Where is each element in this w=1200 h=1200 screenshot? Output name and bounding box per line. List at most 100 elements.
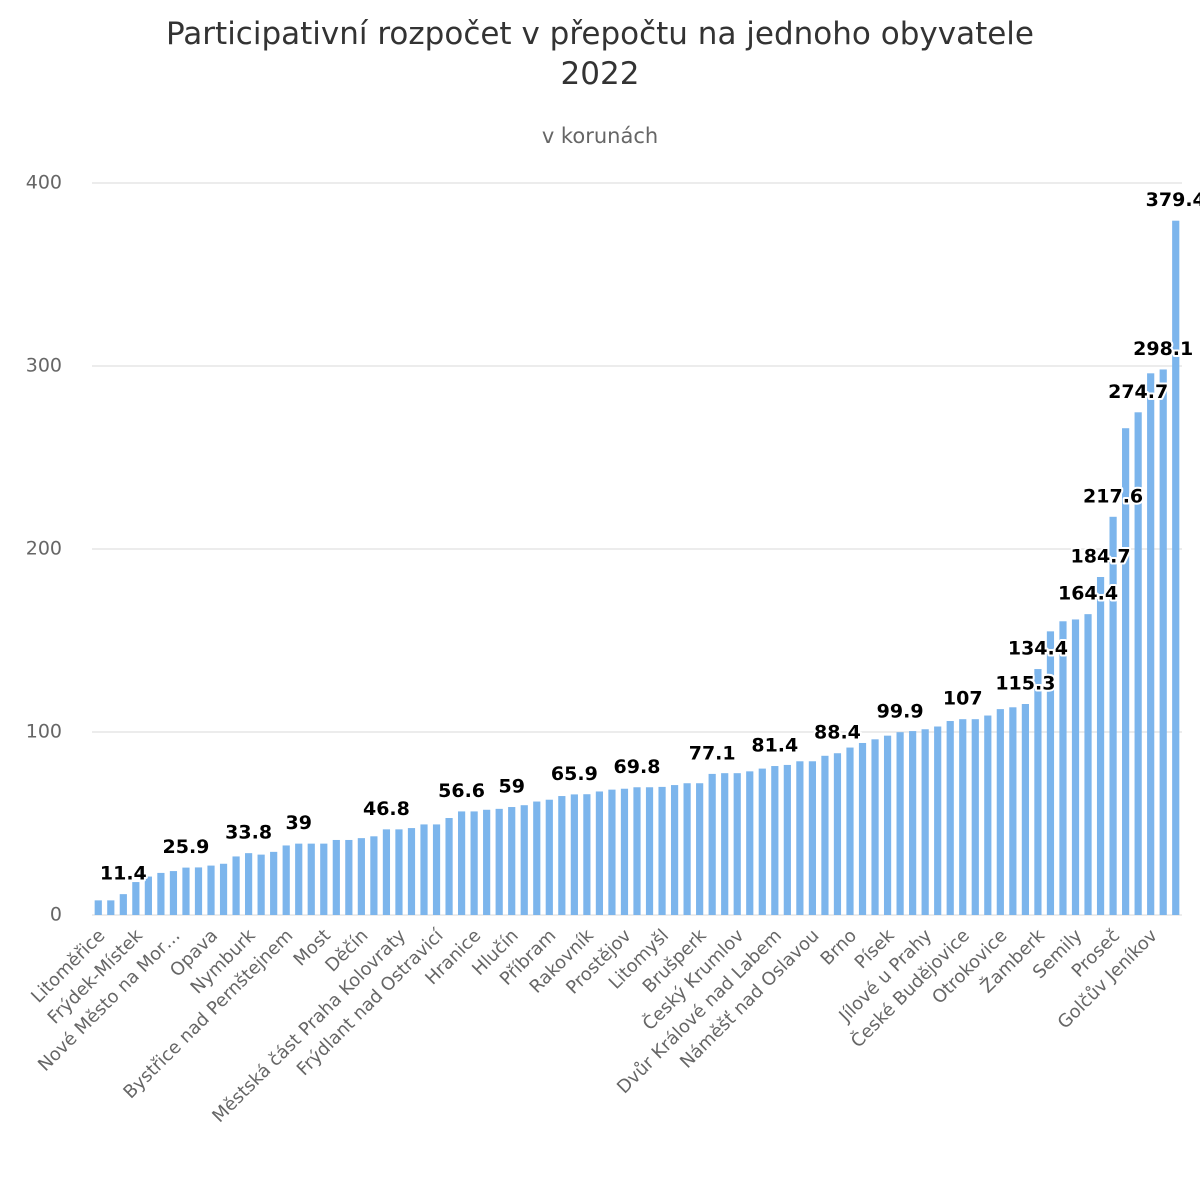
bar [508, 807, 516, 915]
bar [495, 808, 503, 915]
bar [169, 871, 178, 915]
bar [520, 805, 528, 915]
data-label: 134.4 [1008, 638, 1068, 660]
bar [633, 787, 641, 915]
bar [545, 799, 553, 915]
data-label: 99.9 [877, 701, 924, 723]
data-label: 298.1 [1133, 338, 1193, 360]
chart-subtitle: v korunách [541, 124, 659, 148]
bar [119, 894, 127, 915]
bar [670, 785, 679, 915]
bar [1059, 621, 1067, 915]
data-label: 69.8 [614, 756, 661, 778]
bar [445, 818, 453, 915]
bar [1096, 576, 1105, 915]
bar [1159, 369, 1167, 915]
bar [833, 753, 842, 915]
bar [345, 839, 353, 915]
bar [771, 766, 779, 915]
bar [144, 876, 152, 915]
bar [1071, 619, 1080, 915]
data-label: 46.8 [363, 798, 410, 820]
bar [959, 719, 967, 915]
bar [107, 900, 115, 915]
bar [432, 824, 441, 915]
bar [257, 854, 265, 915]
data-label: 184.7 [1071, 545, 1131, 567]
bar [470, 811, 478, 915]
bar [558, 796, 566, 915]
bar [282, 845, 290, 915]
bar [996, 709, 1004, 915]
data-label: 77.1 [689, 742, 736, 764]
bar [846, 747, 854, 915]
data-label: 81.4 [751, 735, 798, 757]
bar [132, 882, 140, 915]
bar [746, 771, 754, 915]
bar [934, 726, 942, 915]
data-label: 88.4 [814, 722, 861, 744]
bar [683, 783, 691, 915]
data-label: 65.9 [551, 763, 598, 785]
y-tick-label: 200 [26, 538, 62, 560]
bar [1109, 516, 1117, 915]
bar [332, 839, 340, 915]
y-tick-label: 0 [50, 904, 62, 926]
bar [357, 838, 365, 915]
bar [896, 732, 904, 915]
data-label: 25.9 [163, 836, 210, 858]
bar [721, 773, 729, 915]
bar [984, 715, 992, 915]
bar [796, 761, 804, 915]
bar [182, 867, 190, 915]
bar [871, 739, 879, 915]
bar [821, 755, 829, 915]
bar [245, 853, 253, 915]
data-label: 164.4 [1058, 583, 1118, 605]
bar [1046, 631, 1055, 915]
data-label: 107 [943, 688, 983, 710]
bar [1172, 220, 1180, 915]
bar [407, 828, 416, 915]
bar [645, 787, 654, 915]
data-label: 274.7 [1108, 381, 1168, 403]
bar [783, 764, 791, 915]
bar [1034, 669, 1042, 915]
bar [232, 856, 240, 915]
bar [858, 742, 867, 915]
chart-title: Participativní rozpočet v přepočtu na je… [166, 16, 1034, 92]
y-tick-label: 100 [26, 721, 62, 743]
bar [307, 843, 315, 915]
bar [295, 843, 303, 915]
data-label: 11.4 [100, 863, 147, 885]
data-label: 39 [285, 812, 311, 834]
bar [320, 843, 328, 915]
bar [570, 794, 578, 915]
bar [194, 867, 203, 915]
bar [533, 801, 541, 915]
bar [1147, 373, 1155, 915]
bar [457, 811, 466, 915]
bar [909, 731, 917, 915]
bar [483, 809, 491, 915]
bar [946, 721, 954, 915]
data-label: 115.3 [995, 673, 1055, 695]
bar [620, 788, 629, 915]
bar [921, 729, 929, 915]
bar [658, 786, 666, 915]
bar [733, 773, 741, 915]
bar [758, 768, 766, 915]
bar [1122, 428, 1130, 915]
bar [708, 773, 716, 915]
bar [270, 851, 278, 915]
bar [583, 794, 591, 915]
bar [382, 829, 391, 915]
data-label: 33.8 [225, 822, 272, 844]
bar [157, 872, 165, 915]
y-tick-label: 400 [26, 172, 62, 194]
bar [608, 789, 616, 915]
bar [1134, 412, 1142, 915]
bar [808, 761, 817, 915]
